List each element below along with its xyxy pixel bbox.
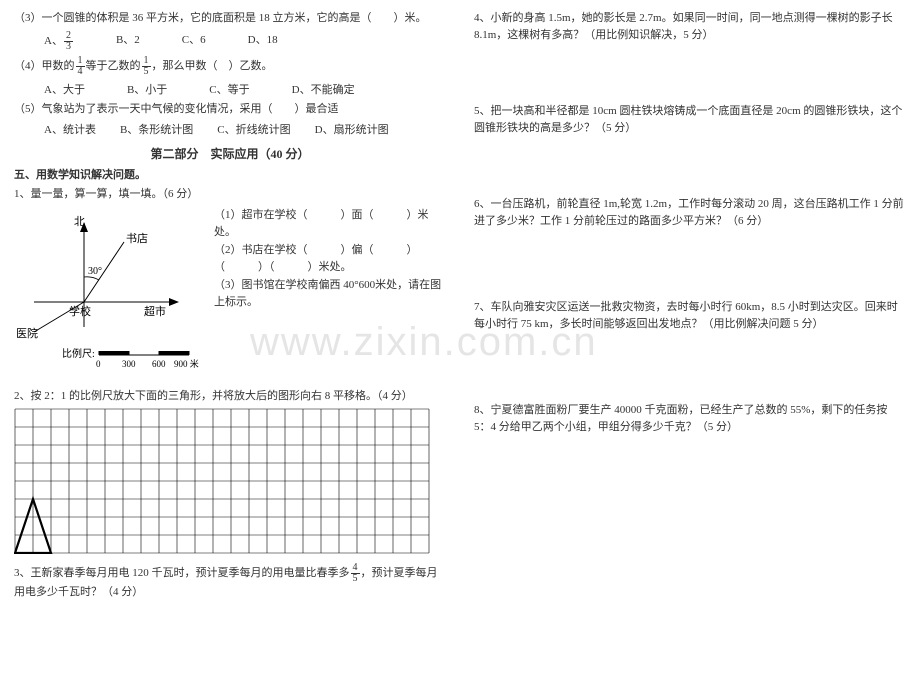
q3-opt-d: D、18: [248, 31, 278, 52]
diagram-q3: （3）图书馆在学校南偏西 40°600米处，请在图上标示。: [214, 277, 446, 312]
svg-text:学校: 学校: [69, 304, 91, 318]
svg-text:医院: 医院: [16, 326, 38, 340]
section-title: 第二部分 实际应用（40 分）: [14, 145, 446, 162]
q5-options: A、统计表 B、条形统计图 C、折线统计图 D、扇形统计图: [44, 121, 446, 137]
q-measure: 1、量一量，算一算，填一填。（6 分）: [14, 186, 446, 203]
q5-opt-a: A、统计表: [44, 121, 96, 137]
svg-text:0: 0: [96, 359, 101, 369]
location-diagram: 30° 北 书店 学校 超市 医院 比例尺:: [14, 207, 204, 380]
svg-text:北: 北: [74, 215, 85, 228]
svg-text:600: 600: [152, 359, 166, 369]
svg-text:300: 300: [122, 359, 136, 369]
diagram-questions: （1）超市在学校（ ）面（ ）米处。 （2）书店在学校（ ）偏（ ）（ ）（ ）…: [214, 207, 446, 313]
q5-opt-b: B、条形统计图: [120, 121, 193, 137]
diagram-q1: （1）超市在学校（ ）面（ ）米处。: [214, 207, 446, 242]
q-wang: 3、王新家春季每月用电 120 千瓦时，预计夏季每月的用电量比春季多45，预计夏…: [14, 563, 446, 601]
q4-options: A、大于 B、小于 C、等于 D、不能确定: [44, 81, 446, 97]
q3-opt-b: B、2: [116, 31, 140, 52]
q5-opt-c: C、折线统计图: [217, 121, 290, 137]
q5-stem: （5）气象站为了表示一天中气候的变化情况，采用（ ）最合适: [14, 101, 446, 118]
right-q4: 4、小新的身高 1.5m，她的影长是 2.7m。如果同一时间，同一地点测得一棵树…: [474, 10, 906, 43]
right-q8: 8、宁夏德富胜面粉厂要生产 40000 千克面粉，已经生产了总数的 55%，剩下…: [474, 402, 906, 435]
left-column: （3）一个圆锥的体积是 36 平方米，它的底面积是 18 立方米，它的高是（ ）…: [0, 0, 460, 685]
right-q6: 6、一台压路机，前轮直径 1m,轮宽 1.2m，工作时每分滚动 20 周，这台压…: [474, 196, 906, 229]
svg-text:书店: 书店: [126, 231, 148, 245]
svg-text:30°: 30°: [88, 266, 102, 277]
svg-text:900 米: 900 米: [174, 358, 199, 369]
svg-text:比例尺:: 比例尺:: [62, 347, 95, 360]
q4-opt-d: D、不能确定: [292, 81, 355, 97]
right-q5: 5、把一块高和半径都是 10cm 圆柱铁块熔铸成一个底面直径是 20cm 的圆锥…: [474, 103, 906, 136]
q4-stem: （4）甲数的14等于乙数的15，那么甲数（ ）乙数。: [14, 56, 446, 77]
right-q7: 7、车队向雅安灾区运送一批救灾物资，去时每小时行 60km，8.5 小时到达灾区…: [474, 299, 906, 332]
q3-opt-a: A、23: [44, 31, 74, 52]
q3-opt-c: C、6: [182, 31, 206, 52]
page: （3）一个圆锥的体积是 36 平方米，它的底面积是 18 立方米，它的高是（ ）…: [0, 0, 920, 685]
q3-stem: （3）一个圆锥的体积是 36 平方米，它的底面积是 18 立方米，它的高是（ ）…: [14, 10, 446, 27]
q3-options: A、23 B、2 C、6 D、18: [44, 31, 446, 52]
q4-opt-c: C、等于: [209, 81, 249, 97]
q5-opt-d: D、扇形统计图: [315, 121, 389, 137]
right-column: 4、小新的身高 1.5m，她的影长是 2.7m。如果同一时间，同一地点测得一棵树…: [460, 0, 920, 685]
five-title: 五、用数学知识解决问题。: [14, 166, 446, 182]
diagram-q2: （2）书店在学校（ ）偏（ ）（ ）（ ）米处。: [214, 242, 446, 277]
q-scale: 2、按 2：1 的比例尺放大下面的三角形，并将放大后的图形向右 8 平移格。（4…: [14, 388, 446, 405]
svg-text:超市: 超市: [144, 304, 166, 318]
grid-diagram: [14, 408, 446, 557]
q4-opt-b: B、小于: [127, 81, 167, 97]
q4-opt-a: A、大于: [44, 81, 85, 97]
